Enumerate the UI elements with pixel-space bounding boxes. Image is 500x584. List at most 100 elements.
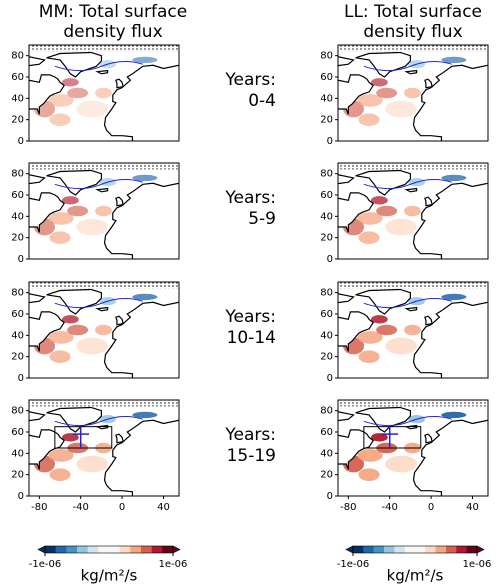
- field-blob: [49, 350, 71, 363]
- y-tick-label: 80: [320, 169, 333, 180]
- colorbar-bin: [373, 546, 385, 553]
- contour: [363, 60, 452, 72]
- field-blob: [357, 331, 383, 344]
- colorbar-bin: [363, 546, 374, 553]
- field-blob: [95, 324, 112, 336]
- field-blob: [95, 205, 112, 217]
- y-tick-label: 20: [11, 115, 24, 126]
- y-tick-label: 80: [320, 51, 333, 62]
- field-blob: [49, 113, 71, 126]
- region-box: [54, 426, 113, 449]
- land: [46, 288, 103, 315]
- field-blob: [370, 433, 388, 442]
- y-tick-label: 0: [18, 254, 24, 265]
- y-tick-label: 60: [320, 427, 333, 438]
- field-blob: [358, 350, 380, 363]
- y-tick-label: 40: [11, 93, 24, 104]
- x-tick-label: 0: [119, 502, 125, 513]
- colorbar-tick-label: -1e-06: [29, 559, 61, 570]
- map-panel: [338, 282, 488, 378]
- axes-frame: [28, 281, 180, 379]
- colorbar-bin: [55, 546, 67, 553]
- land: [404, 306, 418, 312]
- colorbar-bin: [353, 546, 364, 553]
- land: [424, 315, 433, 326]
- land: [95, 187, 109, 193]
- y-tick-label: 0: [327, 491, 333, 502]
- map-panel: [29, 163, 179, 259]
- y-tick-label: 40: [11, 448, 24, 459]
- contour: [54, 297, 143, 309]
- y-tick-label: 60: [11, 72, 24, 83]
- y-tick-label: 60: [11, 190, 24, 201]
- y-tick-label: 20: [320, 352, 333, 363]
- field-blob: [404, 87, 421, 99]
- row-label: Years:: [224, 188, 276, 208]
- field-blob: [76, 337, 108, 355]
- colorbar-bin: [87, 546, 99, 553]
- field-blob: [61, 315, 79, 324]
- field-blob: [370, 196, 388, 205]
- stipple: [29, 163, 179, 170]
- field-blob: [61, 433, 79, 442]
- colorbar-extend: [37, 545, 46, 554]
- colorbar-bin: [394, 546, 405, 553]
- field-blob: [441, 56, 467, 64]
- colorbar-bin: [466, 546, 478, 553]
- y-tick-label: 40: [11, 211, 24, 222]
- y-tick-label: 40: [320, 211, 333, 222]
- colorbar-bin: [98, 546, 110, 553]
- x-tick-label: -80: [31, 502, 47, 513]
- y-tick-label: 20: [11, 470, 24, 481]
- stipple: [338, 163, 488, 170]
- land: [29, 293, 65, 352]
- y-tick-label: 20: [320, 470, 333, 481]
- colorbar-bin: [151, 546, 163, 553]
- colorbar-bin: [141, 546, 152, 553]
- axes-frame: [337, 399, 489, 497]
- colorbar-extend: [345, 545, 354, 554]
- colorbar-bin: [415, 546, 426, 553]
- land: [29, 411, 65, 470]
- y-tick-label: 60: [11, 309, 24, 320]
- y-tick-label: 0: [18, 491, 24, 502]
- land: [115, 78, 124, 89]
- y-tick-label: 40: [320, 330, 333, 341]
- map-panel: [29, 282, 179, 378]
- land: [404, 69, 418, 75]
- row-label: Years:: [224, 425, 276, 445]
- colorbar-bin: [66, 546, 78, 553]
- row-period: 10-14: [227, 328, 276, 348]
- field-blob: [376, 205, 398, 217]
- land: [424, 78, 433, 89]
- colorbar-frame: [352, 545, 478, 554]
- colorbar-tick-label: -1e-06: [337, 559, 369, 570]
- land: [412, 301, 488, 378]
- field-blob: [370, 78, 388, 87]
- field-blob: [385, 100, 417, 118]
- field-blob: [376, 324, 398, 336]
- colorbar-label: kg/m²/s: [81, 567, 138, 584]
- field-blob: [76, 455, 108, 473]
- colorbar-extend: [172, 545, 181, 554]
- land: [412, 182, 488, 259]
- colorbar-tick-label: 1e-06: [159, 559, 188, 570]
- x-tick-label: -80: [340, 502, 356, 513]
- y-tick-label: 60: [320, 309, 333, 320]
- stipple: [29, 400, 179, 407]
- y-tick-label: 0: [327, 254, 333, 265]
- land: [103, 64, 179, 141]
- field-blob: [132, 174, 158, 182]
- x-tick-label: -40: [73, 502, 89, 513]
- colorbar-extend: [476, 545, 485, 554]
- land: [103, 301, 179, 378]
- field-blob: [132, 293, 158, 301]
- land: [115, 433, 124, 444]
- land: [338, 56, 374, 115]
- field-blob: [61, 78, 79, 87]
- colorbar-bin: [130, 546, 142, 553]
- colorbar-bin: [45, 546, 56, 553]
- y-tick-label: 60: [320, 72, 333, 83]
- colorbar-bin: [446, 546, 457, 553]
